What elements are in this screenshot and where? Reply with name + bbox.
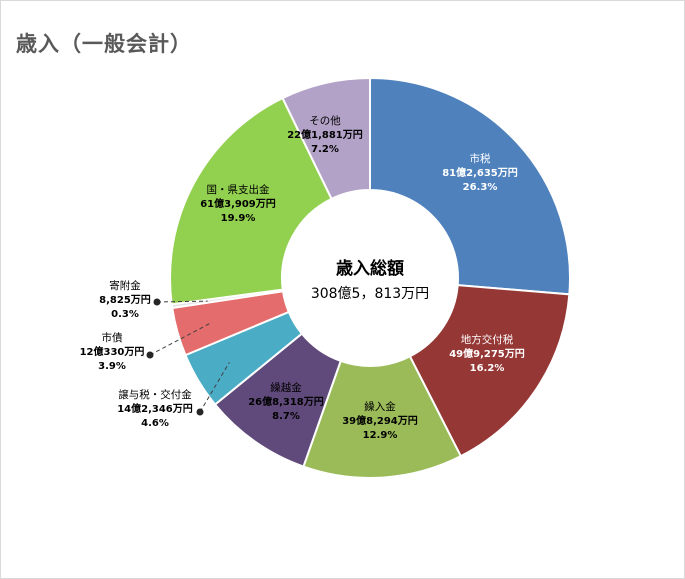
slice-8 bbox=[281, 76, 371, 201]
slice-name: 国・県支出金 bbox=[207, 183, 270, 196]
leader-dot-6 bbox=[153, 298, 161, 306]
slice-label-6: 寄附金 8,825万円 0.3% bbox=[99, 279, 151, 320]
slice-percent: 26.3% bbox=[463, 182, 498, 193]
slice-percent: 0.3% bbox=[111, 309, 139, 320]
leader-dot-5 bbox=[146, 351, 154, 359]
slice-percent: 16.2% bbox=[470, 363, 505, 374]
slice-name: 寄附金 bbox=[109, 279, 141, 292]
leader-dot-4 bbox=[196, 408, 204, 416]
slice-1 bbox=[408, 284, 571, 458]
slice-amount: 49億9,275万円 bbox=[449, 347, 525, 360]
center-value: 308億5，813万円 bbox=[311, 286, 429, 302]
slice-percent: 7.2% bbox=[311, 144, 339, 155]
slice-percent: 8.7% bbox=[272, 411, 300, 422]
slice-amount: 12億330万円 bbox=[80, 345, 145, 358]
slice-name: 市税 bbox=[470, 152, 491, 165]
slice-amount: 14億2,346万円 bbox=[117, 402, 193, 415]
slice-percent: 3.9% bbox=[98, 361, 126, 372]
leader-line-5 bbox=[149, 321, 213, 356]
slice-percent: 4.6% bbox=[141, 418, 169, 429]
slice-percent: 19.9% bbox=[221, 213, 256, 224]
slice-amount: 22億1,881万円 bbox=[287, 128, 363, 141]
slice-name: 地方交付税 bbox=[461, 333, 514, 346]
leader-line-4 bbox=[199, 362, 230, 413]
slices-group bbox=[169, 76, 571, 479]
slice-name: 譲与税・交付金 bbox=[118, 388, 192, 401]
page-title: 歳入（一般会計） bbox=[16, 32, 192, 56]
slice-percent: 12.9% bbox=[363, 430, 398, 441]
slice-0 bbox=[369, 76, 571, 296]
slice-amount: 39億8,294万円 bbox=[342, 414, 418, 427]
slice-amount: 61億3,909万円 bbox=[200, 197, 276, 210]
slice-name: 繰越金 bbox=[270, 381, 302, 394]
leader-line-6 bbox=[156, 300, 208, 303]
slice-name: 市債 bbox=[102, 331, 123, 344]
slice-amount: 8,825万円 bbox=[99, 294, 151, 306]
slice-amount: 26億8,318万円 bbox=[248, 395, 324, 408]
slice-7 bbox=[169, 96, 333, 306]
slice-amount: 81億2,635万円 bbox=[442, 166, 518, 179]
slice-name: 繰入金 bbox=[364, 400, 396, 413]
slice-name: その他 bbox=[309, 114, 341, 127]
center-title: 歳入総額 bbox=[336, 258, 404, 279]
